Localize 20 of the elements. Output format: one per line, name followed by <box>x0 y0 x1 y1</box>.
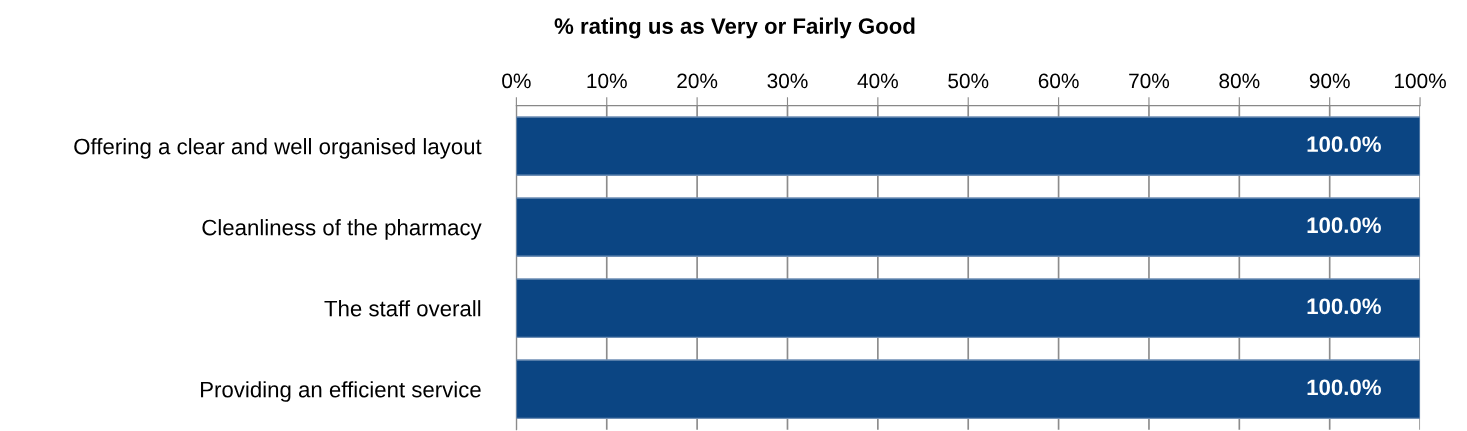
x-tick-label: 70% <box>1129 73 1170 89</box>
x-tick-label: 20% <box>677 73 718 89</box>
x-tick-label: 80% <box>1219 73 1260 89</box>
y-tick-label: Cleanliness of the pharmacy <box>202 219 482 240</box>
chart-title: % rating us as Very or Fairly Good <box>554 17 915 39</box>
x-tick-label: 100% <box>1395 73 1446 89</box>
x-tick-label: 10% <box>587 73 627 89</box>
x-tick-label: 60% <box>1038 73 1079 89</box>
data-label: 100.0% <box>1307 136 1381 153</box>
data-label: 100.0% <box>1307 298 1381 315</box>
y-tick-label: The staff overall <box>324 300 481 317</box>
x-tick-label: 0% <box>502 73 531 89</box>
x-tick-label: 40% <box>857 73 898 89</box>
data-label: 100.0% <box>1307 217 1381 234</box>
data-label: 100.0% <box>1307 379 1381 396</box>
x-tick-label: 30% <box>767 73 808 89</box>
y-tick-label: Offering a clear and well organised layout <box>74 138 482 159</box>
y-tick-label: Providing an efficient service <box>201 381 481 402</box>
x-tick-label: 90% <box>1309 73 1350 89</box>
x-tick-label: 50% <box>948 73 989 89</box>
